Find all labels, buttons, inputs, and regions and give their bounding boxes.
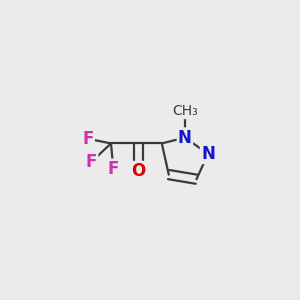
Text: O: O	[132, 162, 146, 180]
Text: N: N	[178, 129, 192, 147]
Text: F: F	[82, 130, 94, 148]
Text: CH₃: CH₃	[172, 104, 198, 118]
Text: F: F	[86, 153, 97, 171]
Text: F: F	[108, 160, 119, 178]
Text: N: N	[201, 145, 215, 163]
